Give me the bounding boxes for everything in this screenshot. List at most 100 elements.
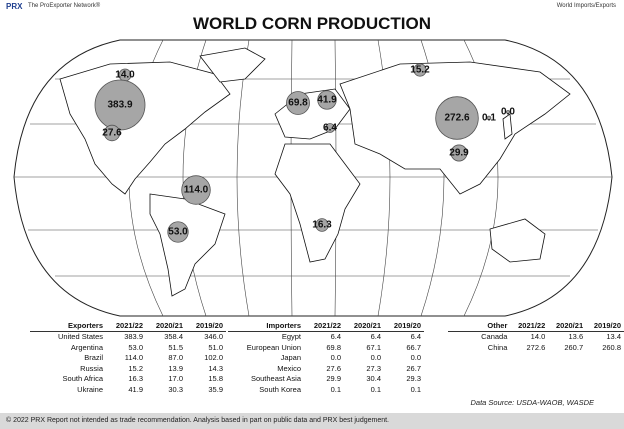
value-cell: 260.8 xyxy=(602,342,621,352)
table-row: European Union 69.8 67.1 66.7 xyxy=(228,342,424,353)
value-cell: 17.0 xyxy=(168,374,183,384)
table-row: Canada 14.0 13.6 13.4 xyxy=(448,331,624,342)
bubble-label: 272.6 xyxy=(444,113,469,124)
value-cell: 0.0 xyxy=(410,353,421,363)
country-cell: Brazil xyxy=(84,353,103,363)
table-row: South Korea 0.1 0.1 0.1 xyxy=(228,384,424,395)
brand: PRX xyxy=(6,2,23,11)
header-row: Importers 2021/22 2020/21 2019/20 xyxy=(228,320,424,332)
value-cell: 66.7 xyxy=(406,342,421,352)
column-header: 2019/20 xyxy=(586,320,624,332)
footer: © 2022 PRX Report not intended as trade … xyxy=(0,413,624,429)
column-header: 2020/21 xyxy=(146,320,186,332)
bubble-label: 41.9 xyxy=(317,95,337,106)
bubble-label: 14.0 xyxy=(115,70,135,81)
country-cell: European Union xyxy=(246,342,301,352)
value-cell: 0.0 xyxy=(330,353,341,363)
value-cell: 67.1 xyxy=(366,342,381,352)
value-cell: 51.0 xyxy=(208,342,223,352)
world-map: 14.0 383.9 27.6 114.0 53.0 69.8 41.9 6.4 15.2 272… xyxy=(13,39,613,317)
header-row: Exporters 2021/22 2020/21 2019/20 xyxy=(30,320,226,332)
country-cell: Russia xyxy=(80,363,103,373)
country-cell: Argentina xyxy=(70,342,103,352)
column-header: 2020/21 xyxy=(344,320,384,332)
data-table: Other 2021/22 2020/21 2019/20 Canada 14.0 13.6… xyxy=(448,320,624,353)
bubble xyxy=(94,79,146,131)
data-source: Data Source: USDA-WAOB, WASDE xyxy=(470,398,594,407)
bubbles: 14.0 383.9 27.6 114.0 53.0 69.8 41.9 6.4 15.2 272… xyxy=(94,63,515,243)
value-cell: 15.2 xyxy=(128,363,143,373)
bubble xyxy=(167,221,189,243)
column-header: Importers xyxy=(228,320,304,332)
value-cell: 6.4 xyxy=(370,332,381,342)
value-cell: 27.6 xyxy=(326,363,341,373)
value-cell: 0.0 xyxy=(370,353,381,363)
value-cell: 272.6 xyxy=(526,342,546,352)
value-cell: 346.0 xyxy=(204,332,223,342)
table-row: Russia 15.2 13.9 14.3 xyxy=(30,363,226,374)
country-cell: Japan xyxy=(280,353,301,363)
country-cell: Mexico xyxy=(277,363,301,373)
value-cell: 260.7 xyxy=(564,342,584,352)
bubble-label: 53.0 xyxy=(168,227,188,238)
network: The ProExporter Network® xyxy=(28,3,101,9)
value-cell: 41.9 xyxy=(128,384,143,394)
country-cell: Egypt xyxy=(281,332,301,342)
country-cell: Ukraine xyxy=(77,384,103,394)
bubble xyxy=(506,110,510,114)
column-header: 2021/22 xyxy=(304,320,344,332)
bubble-label: 114.0 xyxy=(184,185,209,196)
value-cell: 87.0 xyxy=(168,353,183,363)
bubble-label: 27.6 xyxy=(102,128,122,139)
bubble-label: 16.3 xyxy=(312,220,332,231)
column-header: 2021/22 xyxy=(510,320,549,332)
value-cell: 0.1 xyxy=(410,384,421,394)
value-cell: 114.0 xyxy=(124,353,143,363)
table-row: United States 383.9 358.4 346.0 xyxy=(30,331,226,342)
value-cell: 30.3 xyxy=(168,384,183,394)
value-cell: 15.8 xyxy=(208,374,223,384)
value-cell: 35.9 xyxy=(208,384,223,394)
value-cell: 13.4 xyxy=(606,332,621,342)
bubble xyxy=(286,91,310,115)
table-row: Argentina 53.0 51.5 51.0 xyxy=(30,342,226,353)
table-row: Mexico 27.6 27.3 26.7 xyxy=(228,363,424,374)
bubble xyxy=(181,175,211,205)
column-header: 2019/20 xyxy=(186,320,226,332)
column-header: 2019/20 xyxy=(384,320,424,332)
section-label: World Imports/Exports xyxy=(556,3,616,9)
value-cell: 26.7 xyxy=(406,363,421,373)
value-cell: 30.4 xyxy=(366,374,381,384)
table-row: China 272.6 260.7 260.8 xyxy=(448,342,624,353)
table-row: Brazil 114.0 87.0 102.0 xyxy=(30,353,226,364)
bubble xyxy=(413,63,427,77)
country-cell: South Africa xyxy=(62,374,103,384)
continents xyxy=(59,47,571,297)
value-cell: 6.4 xyxy=(410,332,421,342)
bubble xyxy=(435,96,479,140)
value-cell: 358.4 xyxy=(164,332,183,342)
value-cell: 69.8 xyxy=(326,342,341,352)
value-cell: 27.3 xyxy=(366,363,381,373)
value-cell: 13.6 xyxy=(568,332,584,342)
column-header: 2021/22 xyxy=(106,320,146,332)
column-header: 2020/21 xyxy=(548,320,587,332)
value-cell: 6.4 xyxy=(330,332,341,342)
value-cell: 29.3 xyxy=(406,374,421,384)
bubble-label: 0.0 xyxy=(501,107,515,118)
bubble-label: 0.1 xyxy=(482,113,496,124)
country-cell: China xyxy=(487,342,508,352)
value-cell: 13.9 xyxy=(168,363,183,373)
bubble-label: 383.9 xyxy=(107,100,132,111)
value-cell: 29.9 xyxy=(326,374,341,384)
country-cell: Southeast Asia xyxy=(250,374,301,384)
bubble-label: 15.2 xyxy=(410,65,430,76)
title: WORLD CORN PRODUCTION xyxy=(193,14,431,33)
value-cell: 14.0 xyxy=(530,332,546,342)
table-row: Japan 0.0 0.0 0.0 xyxy=(228,353,424,364)
data-table: Importers 2021/22 2020/21 2019/20 Egypt 6.4 6.… xyxy=(228,320,424,395)
table-row: South Africa 16.3 17.0 15.8 xyxy=(30,374,226,385)
value-cell: 53.0 xyxy=(128,342,143,352)
value-cell: 16.3 xyxy=(128,374,143,384)
